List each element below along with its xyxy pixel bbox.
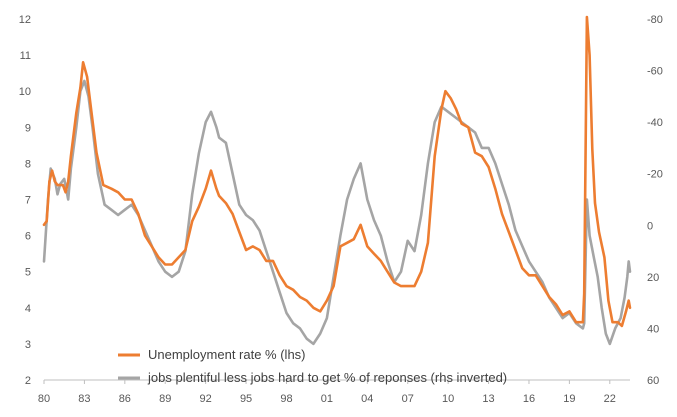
x-axis-ticks: 80 83 86 89 92 95 98 01 04 07 10 13 16 19 22 bbox=[38, 380, 616, 405]
x-tick-label: 16 bbox=[523, 393, 535, 405]
x-tick-label: 98 bbox=[280, 393, 292, 405]
x-tick-label: 04 bbox=[361, 393, 373, 405]
legend-label-unemployment: Unemployment rate % (lhs) bbox=[148, 347, 306, 362]
right-tick-label: 20 bbox=[647, 272, 659, 284]
x-tick-label: 86 bbox=[119, 393, 131, 405]
x-tick-label: 13 bbox=[482, 393, 494, 405]
x-tick-label: 19 bbox=[563, 393, 575, 405]
x-tick-label: 89 bbox=[159, 393, 171, 405]
left-tick-label: 8 bbox=[25, 158, 31, 170]
left-tick-label: 9 bbox=[25, 122, 31, 134]
right-tick-label: 40 bbox=[647, 323, 659, 335]
right-axis-ticks: 60 40 20 0 -20 -40 -60 -80 bbox=[647, 14, 663, 387]
x-tick-label: 80 bbox=[38, 393, 50, 405]
left-tick-label: 11 bbox=[20, 50, 31, 62]
right-tick-label: -20 bbox=[647, 169, 663, 181]
legend: Unemployment rate % (lhs) jobs plentiful… bbox=[118, 347, 507, 385]
left-tick-label: 3 bbox=[25, 339, 31, 351]
right-tick-label: 60 bbox=[647, 375, 659, 387]
x-tick-label: 95 bbox=[240, 393, 252, 405]
left-tick-label: 6 bbox=[25, 231, 31, 243]
left-tick-label: 5 bbox=[25, 267, 31, 279]
left-tick-label: 12 bbox=[19, 14, 31, 26]
left-tick-label: 10 bbox=[19, 86, 31, 98]
right-tick-label: -40 bbox=[647, 117, 663, 129]
x-tick-label: 07 bbox=[402, 393, 414, 405]
x-tick-label: 92 bbox=[200, 393, 212, 405]
legend-label-jobs: jobs plentiful less jobs hard to get % o… bbox=[147, 370, 507, 385]
plot-area bbox=[42, 15, 632, 346]
x-tick-label: 10 bbox=[442, 393, 454, 405]
right-tick-label: -60 bbox=[647, 66, 663, 78]
series-line-unemployment bbox=[42, 15, 632, 328]
left-tick-label: 4 bbox=[25, 303, 31, 315]
left-axis-ticks: 2 3 4 5 6 7 8 9 10 11 12 bbox=[19, 14, 31, 387]
left-tick-label: 7 bbox=[25, 195, 31, 207]
x-tick-label: 83 bbox=[78, 393, 90, 405]
right-tick-label: 0 bbox=[647, 220, 653, 232]
left-tick-label: 2 bbox=[25, 375, 31, 387]
x-tick-label: 22 bbox=[604, 393, 616, 405]
right-tick-label: -80 bbox=[647, 14, 663, 26]
x-tick-label: 01 bbox=[321, 393, 333, 405]
series-line-jobs bbox=[42, 79, 632, 346]
